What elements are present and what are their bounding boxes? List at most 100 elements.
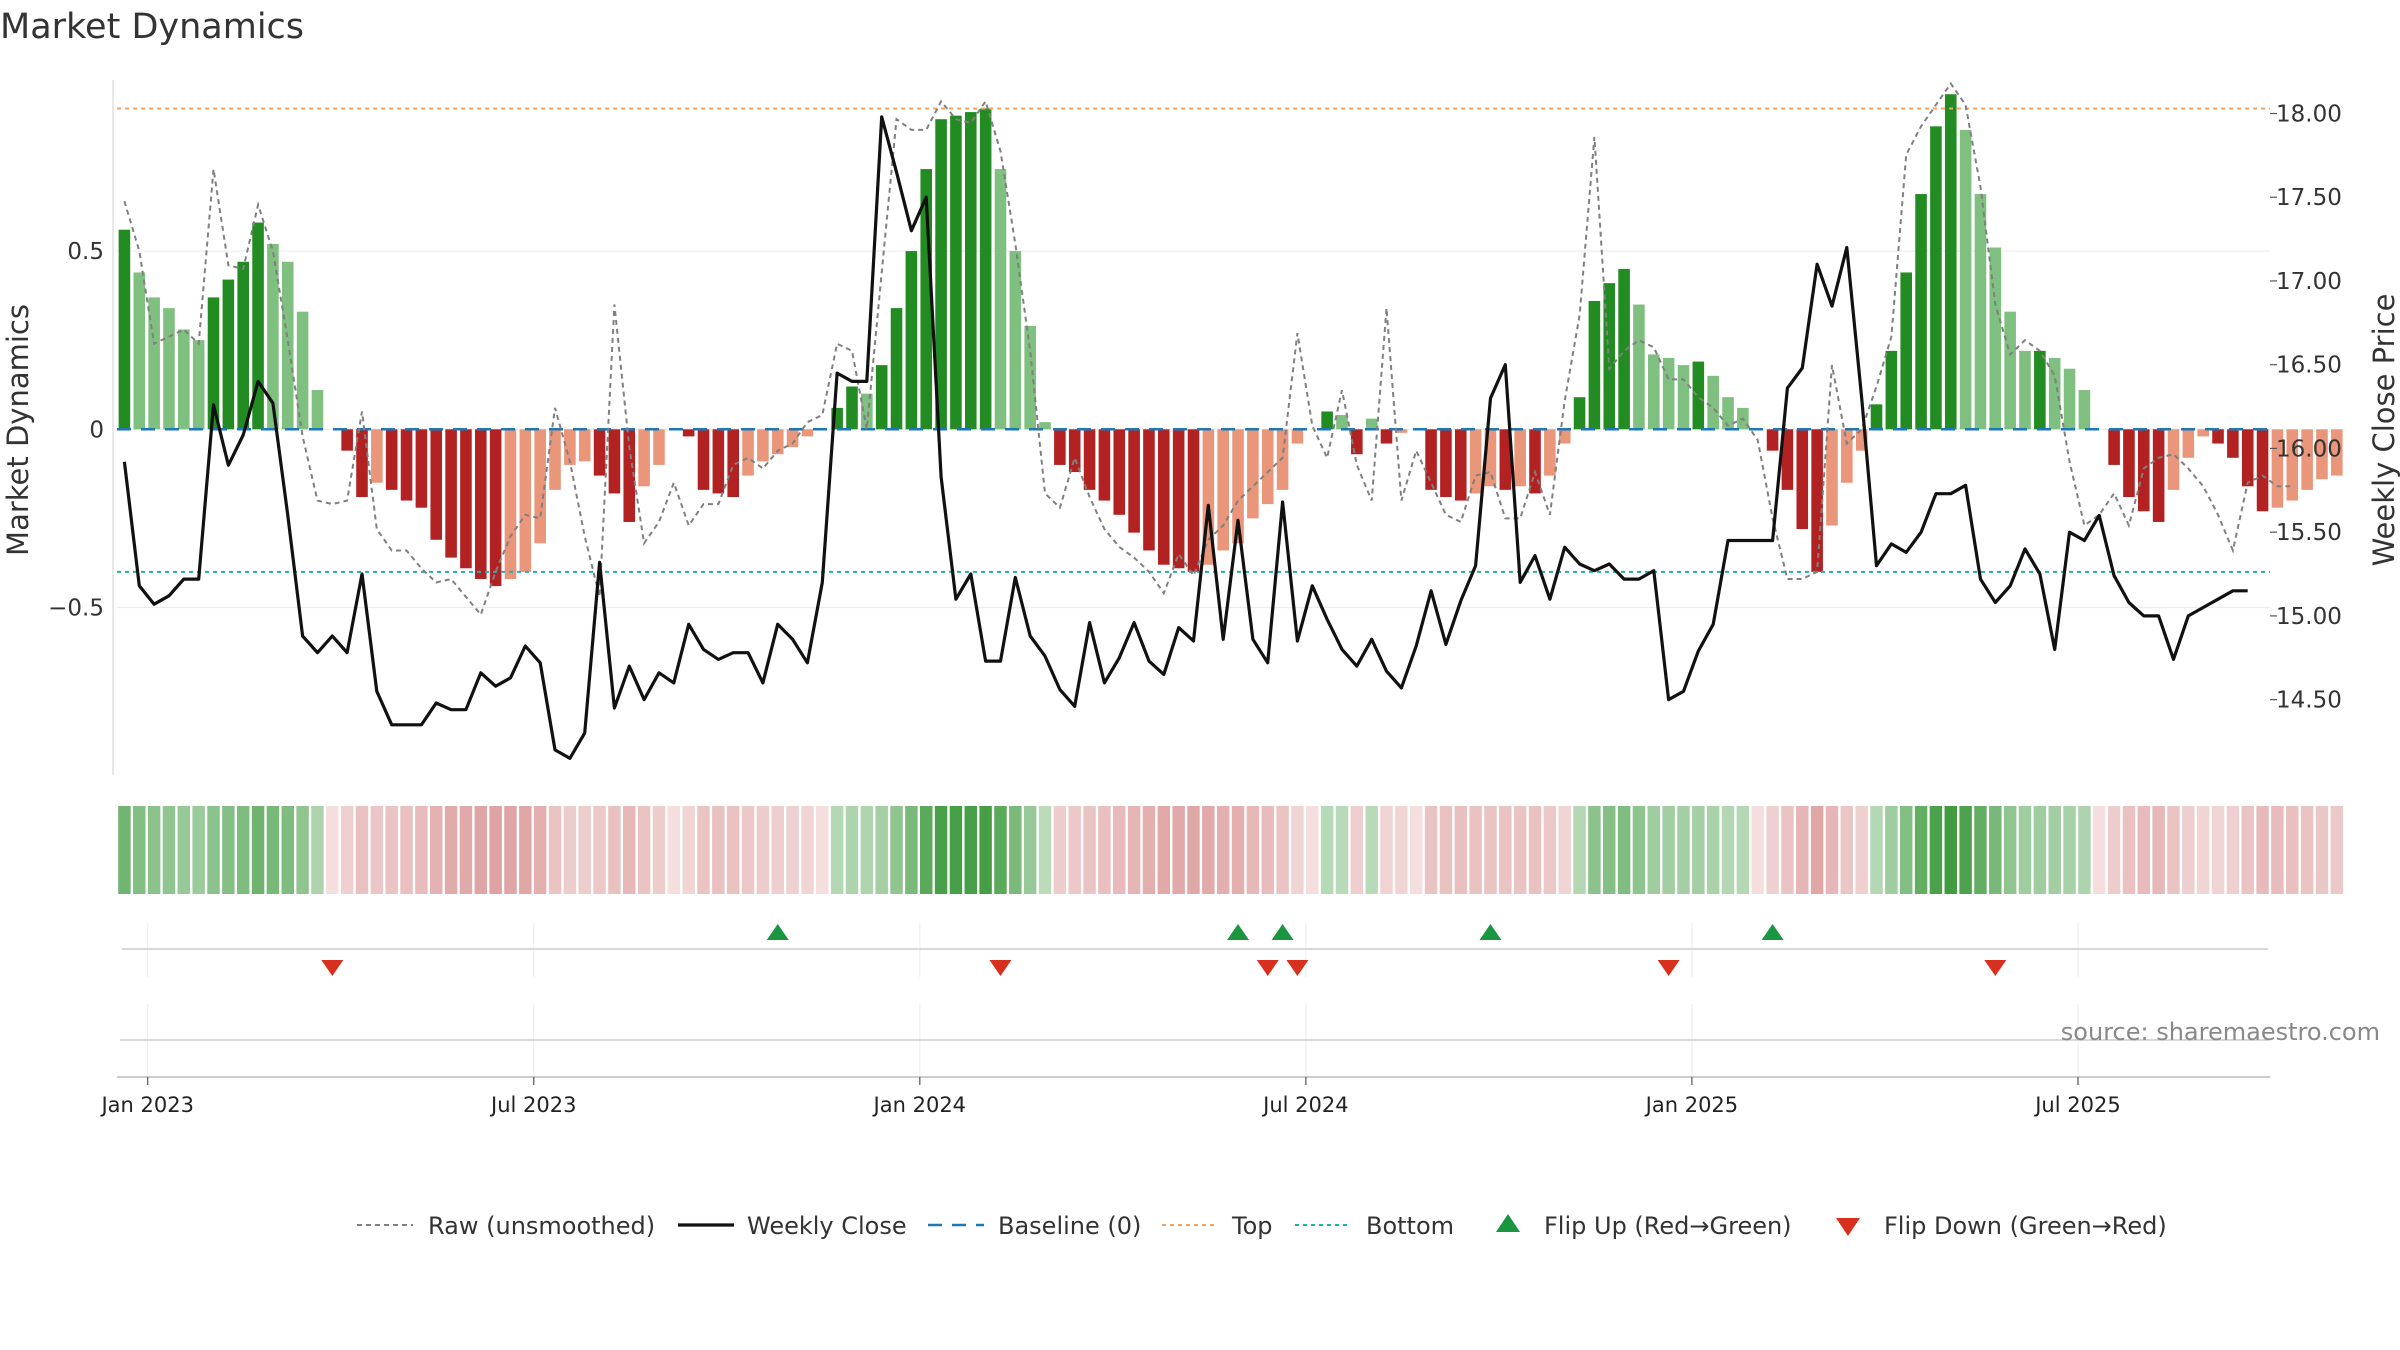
regime-cell (2196, 806, 2210, 894)
regime-cell (1944, 806, 1957, 894)
regime-cell (222, 806, 235, 894)
dynamics-bar (1440, 429, 1452, 497)
dynamics-bar (578, 429, 591, 462)
dynamics-bar (1811, 429, 1823, 572)
legend-label-flip-up: Flip Up (Red→Green) (1544, 1212, 1792, 1240)
legend-label-close: Weekly Close (747, 1212, 907, 1240)
flip-up-marker (1227, 924, 1250, 940)
dynamics-bar (1217, 429, 1229, 551)
dynamics-bar (786, 429, 799, 448)
regime-cell (533, 806, 547, 894)
regime-cell (1662, 806, 1675, 894)
dynamics-bar (356, 429, 368, 497)
dynamics-bar (1484, 429, 1497, 487)
dynamics-bar (1143, 429, 1155, 551)
raw-unsmoothed-line (123, 81, 2293, 617)
dynamics-bar (1618, 268, 1630, 430)
right-tick-label: 15.50 (2276, 520, 2342, 546)
regime-cell (430, 806, 443, 894)
dynamics-bar (950, 115, 962, 430)
regime-cell (340, 806, 354, 894)
regime-cell (890, 806, 903, 894)
dynamics-bar (1870, 404, 1883, 430)
dynamics-bar (311, 390, 324, 430)
dynamics-bar (430, 429, 443, 540)
dynamics-bar (1425, 429, 1437, 490)
regime-cell (949, 806, 963, 894)
regime-cell (1959, 806, 1972, 894)
regime-cell (2211, 806, 2225, 894)
dynamics-bar (178, 329, 190, 430)
regime-cell (1113, 806, 1126, 894)
dynamics-bar (1098, 429, 1111, 501)
dynamics-bar (1544, 429, 1556, 476)
dynamics-bar (341, 429, 353, 451)
regime-cell (1098, 806, 1111, 894)
regime-cell (1617, 806, 1631, 894)
regime-cell (830, 806, 844, 894)
dynamics-bar (1677, 365, 1690, 430)
dynamics-bar (163, 308, 175, 430)
regime-cell (1528, 806, 1542, 894)
dynamics-bar (712, 429, 725, 494)
flip-up-marker (1761, 924, 1784, 940)
dynamics-bar (1766, 429, 1779, 451)
regime-cell (326, 806, 339, 894)
regime-cell (1157, 806, 1171, 894)
regime-cell (1484, 806, 1497, 894)
regime-cell (2271, 806, 2284, 894)
regime-cell (2093, 806, 2106, 894)
flip-markers-panel (122, 923, 2268, 977)
regime-cell (2018, 806, 2032, 894)
legend-label-bottom: Bottom (1366, 1212, 1454, 1240)
dynamics-bar (1841, 429, 1853, 483)
regime-cell (1261, 806, 1274, 894)
regime-cell (2048, 806, 2061, 894)
dynamics-bar (2034, 350, 2046, 430)
regime-cell (1127, 806, 1141, 894)
regime-cell (1083, 806, 1096, 894)
regime-cell (1825, 806, 1839, 894)
dynamics-bar (2063, 368, 2076, 430)
regime-cell (563, 806, 577, 894)
dynamics-bar (653, 429, 665, 465)
regime-cell (118, 806, 131, 894)
regime-cell (1751, 806, 1764, 894)
dynamics-bar (474, 429, 487, 579)
dynamics-bar (1603, 283, 1616, 430)
dynamics-bar (385, 429, 398, 490)
legend-label-flip-down: Flip Down (Green→Red) (1884, 1212, 2167, 1240)
regime-cell (1187, 806, 1200, 894)
regime-cell (266, 806, 280, 894)
regime-cell (652, 806, 666, 894)
regime-cell (786, 806, 799, 894)
legend-label-baseline: Baseline (0) (998, 1212, 1141, 1240)
regime-cell (1350, 806, 1364, 894)
regime-cell (2256, 806, 2269, 894)
dynamics-bar (267, 243, 279, 430)
dynamics-bar (415, 429, 428, 508)
dynamics-bar (2078, 390, 2091, 430)
dynamics-bar (682, 429, 695, 437)
regime-cell (489, 806, 502, 894)
dynamics-bar (192, 340, 205, 430)
regime-cell (623, 806, 636, 894)
regime-cell (133, 806, 146, 894)
regime-cell (697, 806, 710, 894)
regime-cell (370, 806, 384, 894)
regime-cell (1974, 806, 1987, 894)
dynamics-bar (1974, 194, 1987, 430)
dynamics-bar (2182, 429, 2195, 458)
dynamics-bar (252, 222, 264, 430)
dynamics-bar (1930, 126, 1942, 430)
regime-cell (1899, 806, 1913, 894)
legend-swatch-flip-down (1836, 1218, 1860, 1236)
dynamics-bar (608, 429, 621, 494)
dynamics-bar (1024, 325, 1036, 430)
regime-cell (1989, 806, 2002, 894)
regime-cell (519, 806, 532, 894)
regime-cell (548, 806, 562, 894)
regime-cell (2226, 806, 2240, 894)
dynamics-bar (1321, 411, 1333, 430)
